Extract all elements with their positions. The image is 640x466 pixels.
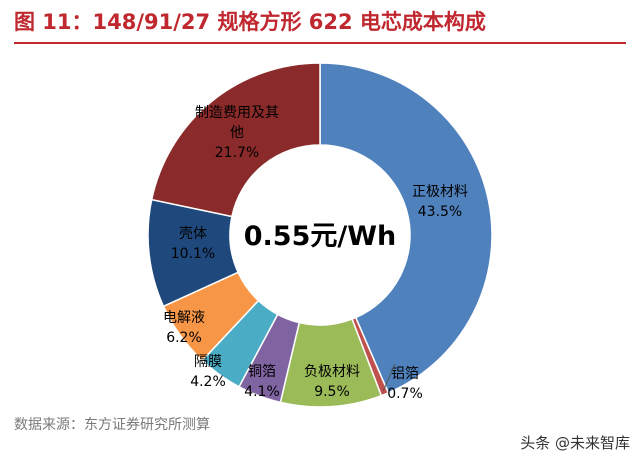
slice-value-label: 0.7% (387, 386, 423, 402)
slice-labels: 正极材料 43.5% 铝箔 0.7% 负极材料 9.5% 铜箔 4.1% 隔膜 4.2% 电解液 6.… (163, 105, 468, 402)
slice-name-label: 隔膜 (194, 354, 222, 370)
slice-value-label: 21.7% (215, 145, 259, 161)
slice-value-label: 9.5% (314, 384, 350, 400)
slice-value-label: 43.5% (418, 204, 462, 220)
source-note: 数据来源：东方证券研究所测算 (14, 417, 210, 433)
slice-name-label: 制造费用及其他 (195, 105, 279, 141)
slice-name-label: 铝箔 (391, 366, 419, 382)
watermark: 头条 @未来智库 (520, 434, 630, 452)
donut-hole (230, 145, 410, 325)
slice-value-label: 4.2% (190, 374, 226, 390)
slice-value-label: 6.2% (166, 330, 202, 346)
leader-lines (382, 363, 396, 391)
leader-line (382, 363, 396, 391)
slice-name-label: 负极材料 (304, 364, 360, 380)
slice-value-label: 10.1% (171, 246, 215, 262)
slice-name-label: 电解液 (163, 310, 205, 326)
slice-name-label: 正极材料 (412, 184, 468, 200)
center-label: 0.55元/Wh (244, 221, 396, 252)
slice-name-label: 壳体 (179, 225, 207, 242)
chart-title: 图 11：148/91/27 规格方形 622 电芯成本构成 (14, 10, 486, 34)
slice-value-label: 4.1% (244, 384, 280, 400)
title-divider (14, 42, 626, 44)
slice-name-label: 铜箔 (248, 364, 276, 380)
